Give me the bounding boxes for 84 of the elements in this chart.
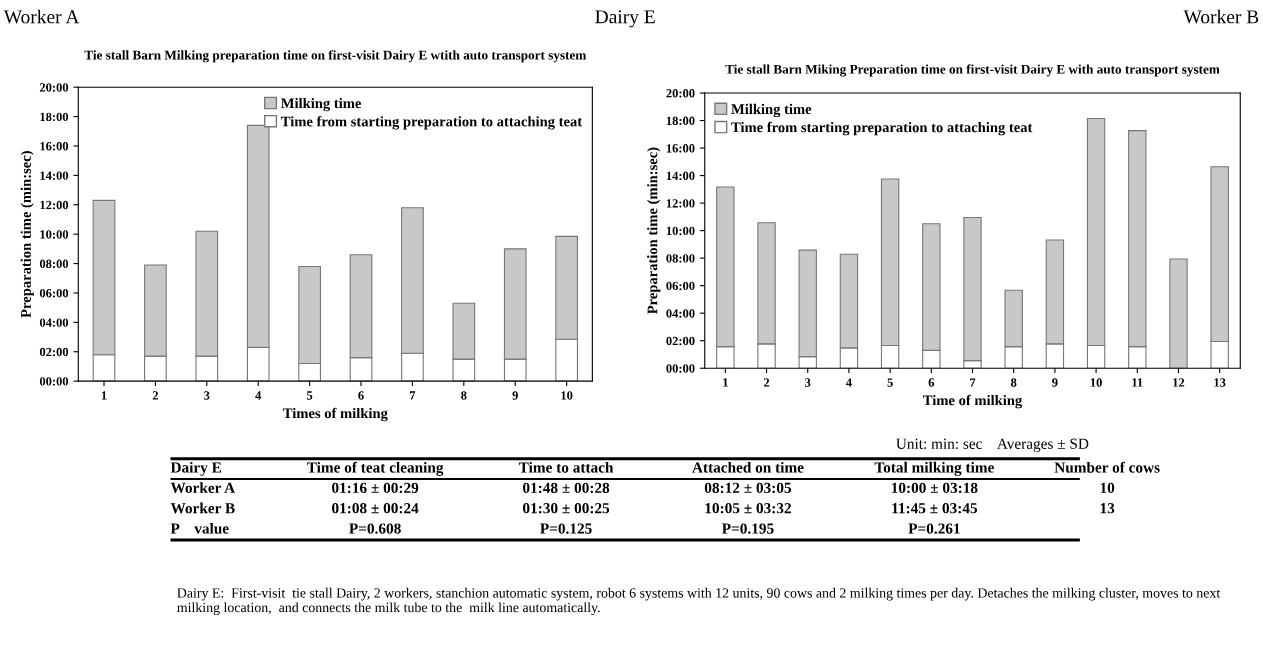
y-tick-label: 20:00 [39, 83, 69, 92]
text: P=0.608 [349, 523, 401, 534]
x-tick-label: 10 [561, 391, 573, 400]
x-tick-label: 7 [410, 391, 416, 400]
x-tick-label: 5 [887, 378, 893, 387]
y-axis-title: Preparation time (min:sec) [20, 151, 34, 318]
y-tick-label: 04:00 [39, 318, 69, 327]
x-tick-label: 2 [763, 378, 770, 387]
text: 10:05 ± 03:32 [705, 503, 791, 514]
text: Dairy E: First-visit tie stall Dairy, 2 workers, stanchion automatic system, robot 6 systems with 12 units, 90 cows and 2 milking times per day. Detaches the milking cluster, moves to next milking location, and connects the milk tube to the milk line automatically. [177, 587, 1221, 616]
y-tick-label: 20:00 [666, 89, 695, 98]
category-label: P value [170, 522, 229, 534]
y-tick-label: 02:00 [666, 336, 695, 346]
x-axis-title: Time of milking [923, 394, 1023, 409]
text: 01:08 ± 00:24 [332, 503, 419, 514]
category-label: Total milking time [874, 461, 994, 476]
category-label: Time of teat cleaning [306, 461, 444, 476]
x-tick-label: 8 [461, 391, 467, 400]
text: 10 [1100, 482, 1115, 494]
x-tick-label: 4 [255, 391, 262, 400]
y-tick-label: 14:00 [40, 171, 69, 180]
x-tick-label: 9 [1052, 378, 1058, 387]
text: Unit: min: sec Averages ± SD [896, 438, 1089, 453]
x-tick-label: 3 [204, 391, 210, 400]
x-tick-label: 7 [970, 378, 976, 387]
x-tick-label: 10 [1090, 378, 1102, 387]
legend-label: Time from starting preparation to attaching teat [281, 116, 583, 130]
text: P=0.261 [908, 523, 960, 534]
legend-label: Time from starting preparation to attaching teat [731, 121, 1033, 136]
text: P=0.195 [722, 523, 774, 534]
x-tick-label: 5 [307, 391, 313, 400]
category-label: Dairy E [170, 461, 222, 476]
x-tick-label: 13 [1214, 378, 1226, 387]
y-tick-label: 16:00 [666, 144, 695, 153]
category-label: Attached on time [692, 461, 804, 473]
chart-title: Tie stall Barn Milking preparation time on first-visit Dairy E wtith auto transport system [84, 50, 587, 63]
x-tick-label: 6 [928, 378, 935, 387]
y-tick-label: 12:00 [666, 199, 695, 208]
y-tick-label: 06:00 [39, 288, 69, 298]
legend-label: Milking time [281, 97, 361, 112]
y-tick-label: 08:00 [39, 259, 69, 269]
y-tick-label: 00:00 [39, 377, 69, 386]
text: Worker B [1183, 9, 1259, 24]
text: 01:30 ± 00:25 [523, 503, 610, 514]
y-tick-label: 14:00 [666, 171, 695, 181]
x-axis-title: Times of milking [283, 407, 388, 422]
x-tick-label: 2 [152, 391, 158, 400]
x-tick-label: 8 [1010, 378, 1017, 387]
bar [1169, 258, 1188, 369]
x-tick-label: 11 [1132, 378, 1143, 387]
x-tick-label: 3 [805, 378, 811, 387]
chart-title: Tie stall Barn Miking Preparation time on first-visit Dairy E with auto transport system [725, 64, 1220, 77]
text: Dairy E [595, 10, 655, 28]
category-label: Time to attach [518, 461, 614, 473]
text: 08:12 ± 03:05 [704, 482, 792, 494]
x-tick-label: 9 [512, 391, 518, 400]
y-tick-label: 18:00 [666, 116, 695, 126]
y-tick-label: 04:00 [666, 309, 695, 318]
x-tick-label: 1 [101, 391, 107, 400]
y-tick-label: 02:00 [39, 347, 69, 357]
y-tick-label: 06:00 [666, 281, 695, 291]
y-tick-label: 16:00 [40, 142, 69, 151]
x-tick-label: 4 [845, 378, 852, 387]
y-axis-title: Preparation time (min:sec) [647, 147, 661, 315]
x-tick-label: 12 [1173, 378, 1185, 387]
y-tick-label: 00:00 [666, 364, 695, 373]
x-tick-label: 1 [723, 378, 728, 387]
y-tick-label: 08:00 [666, 254, 695, 263]
text: P=0.125 [540, 523, 592, 534]
text: 10:00 ± 03:18 [891, 482, 978, 494]
text: Worker A [3, 9, 80, 24]
category-label: Number of cows [1054, 461, 1160, 473]
category-label: Worker B [170, 502, 235, 514]
category-label: Worker A [170, 482, 236, 494]
text: 13 [1100, 503, 1115, 514]
legend-label: Milking time [731, 103, 812, 118]
y-tick-label: 18:00 [40, 112, 69, 122]
text: 01:48 ± 00:28 [523, 482, 610, 494]
y-tick-label: 10:00 [40, 230, 69, 239]
text: 01:16 ± 00:29 [332, 482, 419, 494]
text: 11:45 ± 03:45 [892, 503, 978, 514]
y-tick-label: 12:00 [40, 200, 69, 210]
x-tick-label: 6 [358, 391, 364, 400]
y-tick-label: 10:00 [666, 226, 695, 236]
